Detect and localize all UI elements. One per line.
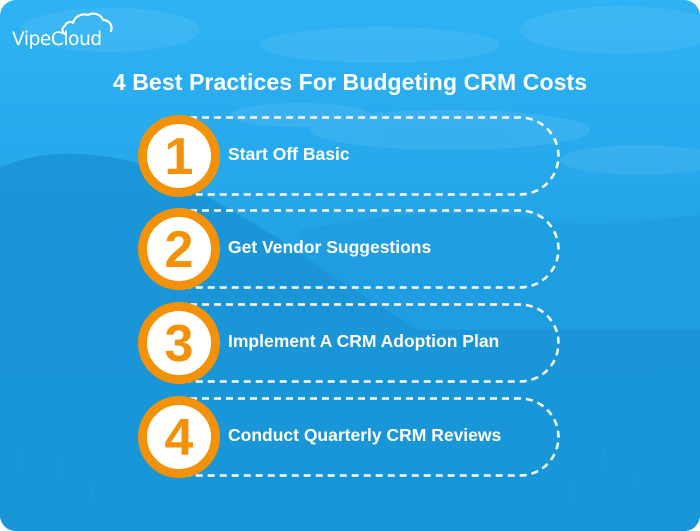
page-title: 4 Best Practices For Budgeting CRM Costs xyxy=(112,69,588,95)
step-item-2: 2 Get Vendor Suggestions xyxy=(138,208,562,290)
step-item-3: 3 Implement A CRM Adoption Plan xyxy=(138,302,562,384)
cloud-play-icon xyxy=(61,12,113,36)
dashed-pill-outline xyxy=(178,116,560,196)
step-number: 1 xyxy=(164,128,194,186)
step-number: 2 xyxy=(164,221,194,279)
step-label: Get Vendor Suggestions xyxy=(228,237,432,257)
step-label: Conduct Quarterly CRM Reviews xyxy=(228,425,502,445)
dashed-pill-outline xyxy=(178,303,560,383)
step-label: Implement A CRM Adoption Plan xyxy=(228,331,500,351)
brand-name: VipeCloud xyxy=(12,29,102,50)
step-number: 3 xyxy=(164,315,194,373)
step-number-badge: 1 xyxy=(138,115,220,197)
step-item-4: 4 Conduct Quarterly CRM Reviews xyxy=(138,396,562,478)
step-item-1: 1 Start Off Basic xyxy=(138,115,562,197)
vipecloud-logo: VipeCloud xyxy=(12,12,122,54)
dashed-pill-outline xyxy=(178,209,560,289)
step-number-badge: 3 xyxy=(138,302,220,384)
step-label: Start Off Basic xyxy=(228,144,350,164)
step-number: 4 xyxy=(164,409,194,467)
step-number-badge: 2 xyxy=(138,208,220,290)
dashed-pill-outline xyxy=(178,397,560,477)
step-number-badge: 4 xyxy=(138,396,220,478)
